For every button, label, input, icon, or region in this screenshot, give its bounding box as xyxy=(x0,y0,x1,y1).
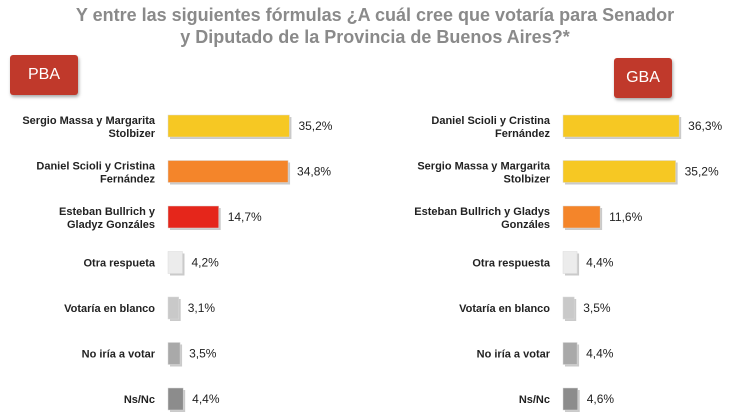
bar xyxy=(167,160,289,183)
bar xyxy=(167,296,179,320)
value-label: 35,2% xyxy=(685,165,719,179)
category-label: Votaría en blanco xyxy=(64,303,155,315)
value-label: 14,7% xyxy=(228,210,262,224)
title-line-2: y Diputado de la Provincia de Buenos Air… xyxy=(180,27,570,47)
bar xyxy=(562,296,575,320)
value-label: 4,6% xyxy=(587,392,615,406)
bar xyxy=(562,160,676,183)
value-label: 35,2% xyxy=(298,119,332,133)
value-label: 36,3% xyxy=(688,119,722,133)
value-label: 34,8% xyxy=(297,165,331,179)
region-tag-gba: GBA xyxy=(614,58,672,98)
bar xyxy=(562,342,578,365)
category-label: No iría a votar xyxy=(477,349,551,361)
category-label: Esteban Bullrich y Gladyz Gonzáles xyxy=(59,206,156,231)
value-label: 3,5% xyxy=(583,301,611,315)
category-label: Esteban Bullrich y Gladys Gonzáles xyxy=(414,206,550,231)
category-label: Votaría en blanco xyxy=(459,303,550,315)
category-label: Otra respueta xyxy=(83,258,155,270)
category-label: No iría a votar xyxy=(82,349,156,361)
bar xyxy=(562,387,578,411)
category-label: Sergio Massa y Margarita Stolbizer xyxy=(22,115,156,140)
region-tag-pba: PBA xyxy=(10,55,78,95)
value-label: 3,5% xyxy=(189,347,217,361)
chart-gba: Daniel Scioli y Cristina Fernández 36,3% Se… xyxy=(414,114,723,412)
category-label: Sergio Massa y Margarita Stolbizer xyxy=(417,161,551,186)
value-label: 4,4% xyxy=(192,392,220,406)
bar xyxy=(167,251,183,274)
bar xyxy=(167,387,184,411)
bar xyxy=(167,205,219,229)
chart-pba: Sergio Massa y Margarita Stolbizer 35,2% Da… xyxy=(22,114,333,412)
title-line-1: Y entre las siguientes fórmulas ¿A cuál … xyxy=(75,5,675,25)
bar xyxy=(562,114,680,138)
bar xyxy=(167,342,181,365)
category-label: Otra respuesta xyxy=(472,258,551,270)
category-label: Ns/Nc xyxy=(124,394,155,406)
value-label: 3,1% xyxy=(188,301,216,315)
bar xyxy=(562,205,601,229)
value-label: 4,2% xyxy=(191,256,219,270)
bar xyxy=(167,114,290,138)
value-label: 4,4% xyxy=(586,347,614,361)
chart-title: Y entre las siguientes fórmulas ¿A cuál … xyxy=(0,4,750,48)
value-label: 11,6% xyxy=(609,210,642,224)
category-label: Daniel Scioli y Cristina Fernández xyxy=(36,161,155,186)
category-label: Ns/Nc xyxy=(519,394,550,406)
value-label: 4,4% xyxy=(586,256,614,270)
category-label: Daniel Scioli y Cristina Fernández xyxy=(431,115,550,140)
bar xyxy=(562,251,578,274)
